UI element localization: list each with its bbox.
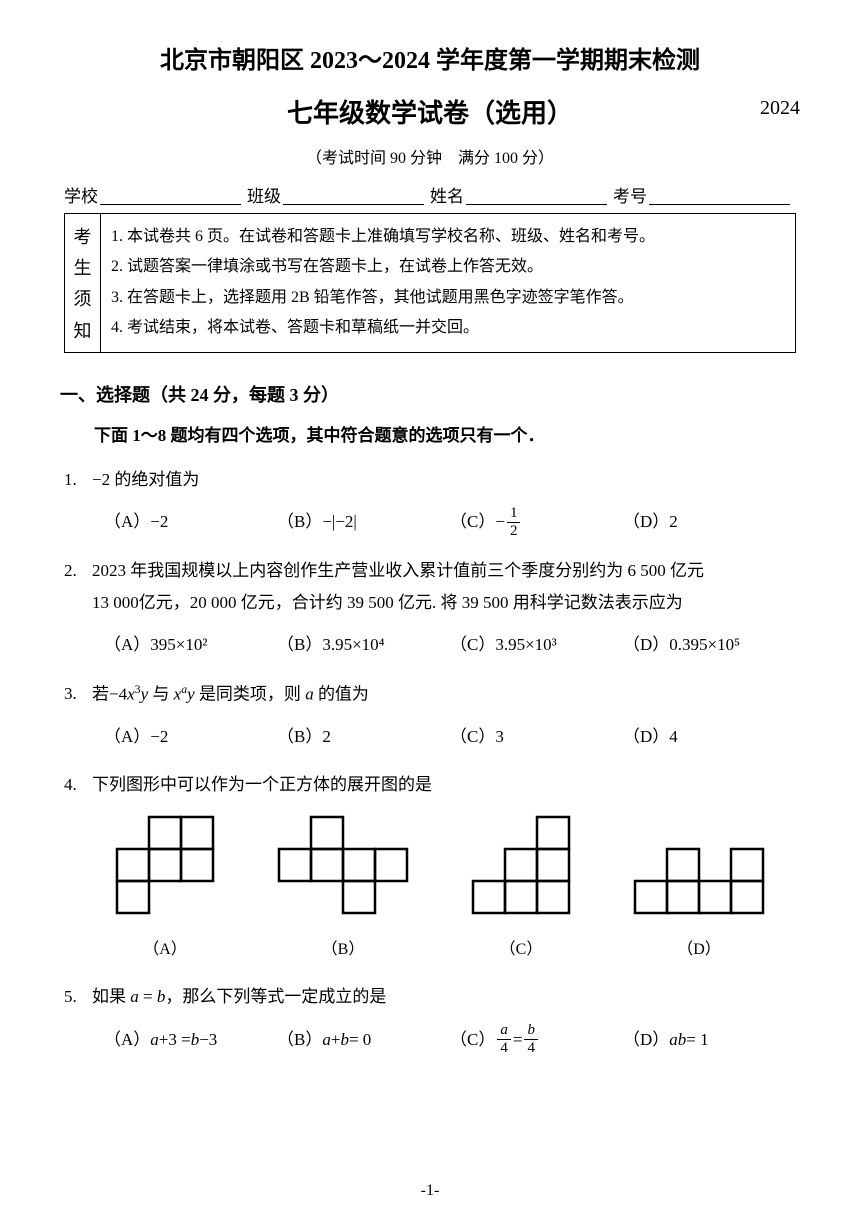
- section-1-sub: 下面 1～8 题均有四个选项，其中符合题意的选项只有一个．: [94, 421, 800, 446]
- q3-num: 3.: [64, 678, 92, 710]
- question-5: 5. 如果 a = b，那么下列等式一定成立的是 （A）a+3 = b−3 （B…: [60, 981, 800, 1056]
- q2-line2: 13 000亿元，20 000 亿元，合计约 39 500 亿元. 将 39 5…: [64, 587, 796, 619]
- exam-info: （考试时间 90 分钟 满分 100 分）: [60, 144, 800, 168]
- subtitle-row: 七年级数学试卷（选用） 2024: [60, 93, 800, 130]
- school-label: 学校: [64, 182, 98, 207]
- q1-opt-b: （B）−|−2|: [277, 506, 450, 539]
- class-line: [283, 188, 424, 205]
- notice-box: 考 生 须 知 1. 本试卷共 6 页。在试卷和答题卡上准确填写学校名称、班级、…: [64, 213, 796, 353]
- examno-label: 考号: [613, 182, 647, 207]
- q4-text: 下列图形中可以作为一个正方体的展开图的是: [92, 769, 796, 801]
- class-label: 班级: [247, 182, 281, 207]
- q3-opt-c: （C）3: [450, 721, 623, 753]
- net-label-a: （A）: [115, 935, 215, 965]
- nets-row: （A） （B） （C） （D）: [64, 815, 796, 965]
- page-title: 北京市朝阳区 2023～2024 学年度第一学期期末检测: [60, 40, 800, 75]
- year: 2024: [760, 97, 800, 120]
- q5-num: 5.: [64, 981, 92, 1013]
- name-label: 姓名: [430, 182, 464, 207]
- notice-side: 考 生 须 知: [65, 214, 101, 352]
- q3-opt-a: （A）−2: [104, 721, 277, 753]
- q2-opt-a: （A）395×10²: [104, 629, 277, 661]
- q1-opt-d: （D）2: [623, 506, 796, 539]
- q3-text: 若−4x3y 与 xay 是同类项，则 a 的值为: [92, 678, 796, 711]
- net-option-c: （C）: [471, 815, 571, 965]
- net-label-b: （B）: [277, 935, 409, 965]
- notice-item: 1. 本试卷共 6 页。在试卷和答题卡上准确填写学校名称、班级、姓名和考号。: [111, 222, 785, 252]
- q5-text: 如果 a = b，那么下列等式一定成立的是: [92, 981, 796, 1013]
- notice-item: 4. 考试结束，将本试卷、答题卡和草稿纸一并交回。: [111, 313, 785, 343]
- question-1: 1. −2 的绝对值为 （A）−2 （B）−|−2| （C）−12 （D）2: [60, 464, 800, 539]
- question-4: 4. 下列图形中可以作为一个正方体的展开图的是 （A） （B） （C） （D）: [60, 769, 800, 965]
- school-line: [100, 188, 241, 205]
- notice-item: 3. 在答题卡上，选择题用 2B 铅笔作答，其他试题用黑色字迹签字笔作答。: [111, 283, 785, 313]
- q5-opt-d: （D）ab = 1: [623, 1023, 796, 1056]
- notice-list: 1. 本试卷共 6 页。在试卷和答题卡上准确填写学校名称、班级、姓名和考号。 2…: [101, 214, 795, 352]
- q3-opt-b: （B）2: [277, 721, 450, 753]
- q1-text: −2 的绝对值为: [92, 464, 796, 496]
- notice-side-char: 生: [74, 254, 92, 280]
- q2-opt-b: （B）3.95×10⁴: [277, 629, 450, 661]
- q5-opt-b: （B）a+b = 0: [277, 1023, 450, 1056]
- q5-opt-c: （C）a4 = b4: [450, 1023, 623, 1056]
- net-label-c: （C）: [471, 935, 571, 965]
- notice-side-char: 考: [74, 223, 92, 249]
- notice-side-char: 须: [74, 285, 92, 311]
- page-number: -1-: [0, 1182, 860, 1200]
- fill-in-row: 学校 班级 姓名 考号: [60, 182, 800, 207]
- net-option-b: （B）: [277, 815, 409, 965]
- q1-opt-a: （A）−2: [104, 506, 277, 539]
- q2-opt-d: （D）0.395×10⁵: [623, 629, 796, 661]
- subtitle: 七年级数学试卷（选用）: [287, 99, 573, 128]
- net-option-a: （A）: [115, 815, 215, 965]
- question-2: 2. 2023 年我国规模以上内容创作生产营业收入累计值前三个季度分别约为 6 …: [60, 555, 800, 662]
- notice-side-char: 知: [74, 317, 92, 343]
- net-label-d: （D）: [633, 935, 765, 965]
- q4-num: 4.: [64, 769, 92, 801]
- q2-opt-c: （C）3.95×10³: [450, 629, 623, 661]
- q5-opt-a: （A）a+3 = b−3: [104, 1023, 277, 1056]
- notice-item: 2. 试题答案一律填涂或书写在答题卡上，在试卷上作答无效。: [111, 252, 785, 282]
- examno-line: [649, 188, 790, 205]
- q2-line1: 2023 年我国规模以上内容创作生产营业收入累计值前三个季度分别约为 6 500…: [92, 555, 796, 587]
- q1-num: 1.: [64, 464, 92, 496]
- q3-opt-d: （D）4: [623, 721, 796, 753]
- q1-opt-c: （C）−12: [450, 506, 623, 539]
- question-3: 3. 若−4x3y 与 xay 是同类项，则 a 的值为 （A）−2 （B）2 …: [60, 678, 800, 753]
- section-1-title: 一、选择题（共 24 分，每题 3 分）: [60, 381, 800, 407]
- name-line: [466, 188, 607, 205]
- q2-num: 2.: [64, 555, 92, 587]
- net-option-d: （D）: [633, 847, 765, 965]
